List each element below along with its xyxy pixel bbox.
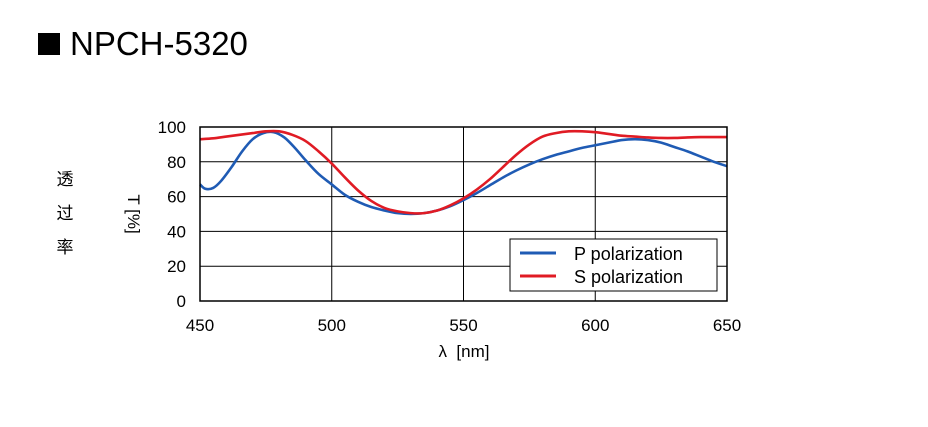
side-label: 透 过 率	[57, 170, 74, 258]
y-tick-0: 0	[177, 292, 186, 311]
x-axis-label: λ [nm]	[438, 342, 489, 361]
side-label-char-3: 率	[57, 238, 74, 258]
y-tick-100: 100	[158, 118, 186, 137]
plot-frame	[199, 126, 728, 302]
x-tick-650: 650	[713, 316, 741, 335]
legend-box	[509, 238, 718, 292]
x-tick-600: 600	[581, 316, 609, 335]
series-line-s	[199, 129, 727, 215]
x-tick-labels: 450 500 550 600 650	[186, 316, 741, 335]
x-tick-550: 550	[449, 316, 477, 335]
y-tick-labels: 0 20 40 60 80 100	[158, 118, 186, 311]
page-title-text: NPCH-5320	[70, 25, 248, 62]
side-label-char-1: 透	[57, 170, 74, 190]
page-title: NPCH-5320	[38, 22, 248, 66]
y-tick-40: 40	[167, 222, 186, 241]
legend: P polarization S polarization	[509, 238, 718, 292]
x-tick-450: 450	[186, 316, 214, 335]
y-tick-20: 20	[167, 257, 186, 276]
side-label-char-2: 过	[57, 204, 74, 224]
legend-label-s: S polarization	[574, 267, 683, 287]
series-lines	[199, 129, 728, 216]
x-tick-500: 500	[318, 316, 346, 335]
legend-label-p: P polarization	[574, 244, 683, 264]
y-tick-80: 80	[167, 153, 186, 172]
title-square-icon	[38, 33, 60, 55]
y-axis-label: T [%]	[124, 194, 143, 233]
y-tick-60: 60	[167, 188, 186, 207]
